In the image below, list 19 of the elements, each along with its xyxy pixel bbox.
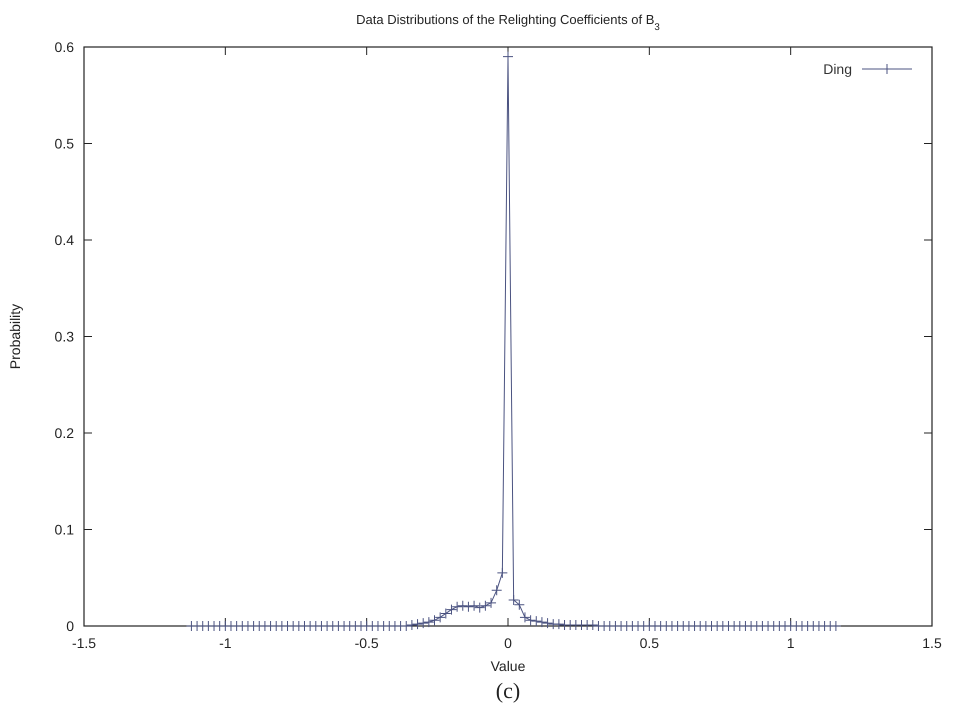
- x-tick-label: 1.5: [922, 635, 942, 651]
- y-tick-label: 0.5: [54, 136, 74, 152]
- text: (c): [496, 678, 520, 703]
- x-tick-label: -1: [219, 635, 232, 651]
- y-tick-label: 0.4: [54, 232, 74, 248]
- y-tick-label: 0.1: [54, 522, 74, 538]
- x-tick-label: 0.5: [640, 635, 660, 651]
- x-tick-label: 0: [504, 635, 512, 651]
- x-tick-label: 1: [786, 635, 795, 651]
- y-tick-label: 0.3: [54, 328, 74, 344]
- x-axis-title: Value: [490, 658, 526, 674]
- y-tick-label: 0.2: [54, 425, 74, 441]
- chart-title: Data Distributions of the Relighting Coefficients of B$_{3}$: [356, 12, 660, 32]
- y-tick-label: 0.6: [54, 39, 74, 55]
- x-tick-label: -1.5: [72, 635, 96, 651]
- y-tick-label: 0: [66, 618, 74, 634]
- x-tick-label: -0.5: [354, 635, 379, 651]
- y-axis-title: Probability: [7, 304, 23, 370]
- legend-label: Ding: [823, 61, 852, 77]
